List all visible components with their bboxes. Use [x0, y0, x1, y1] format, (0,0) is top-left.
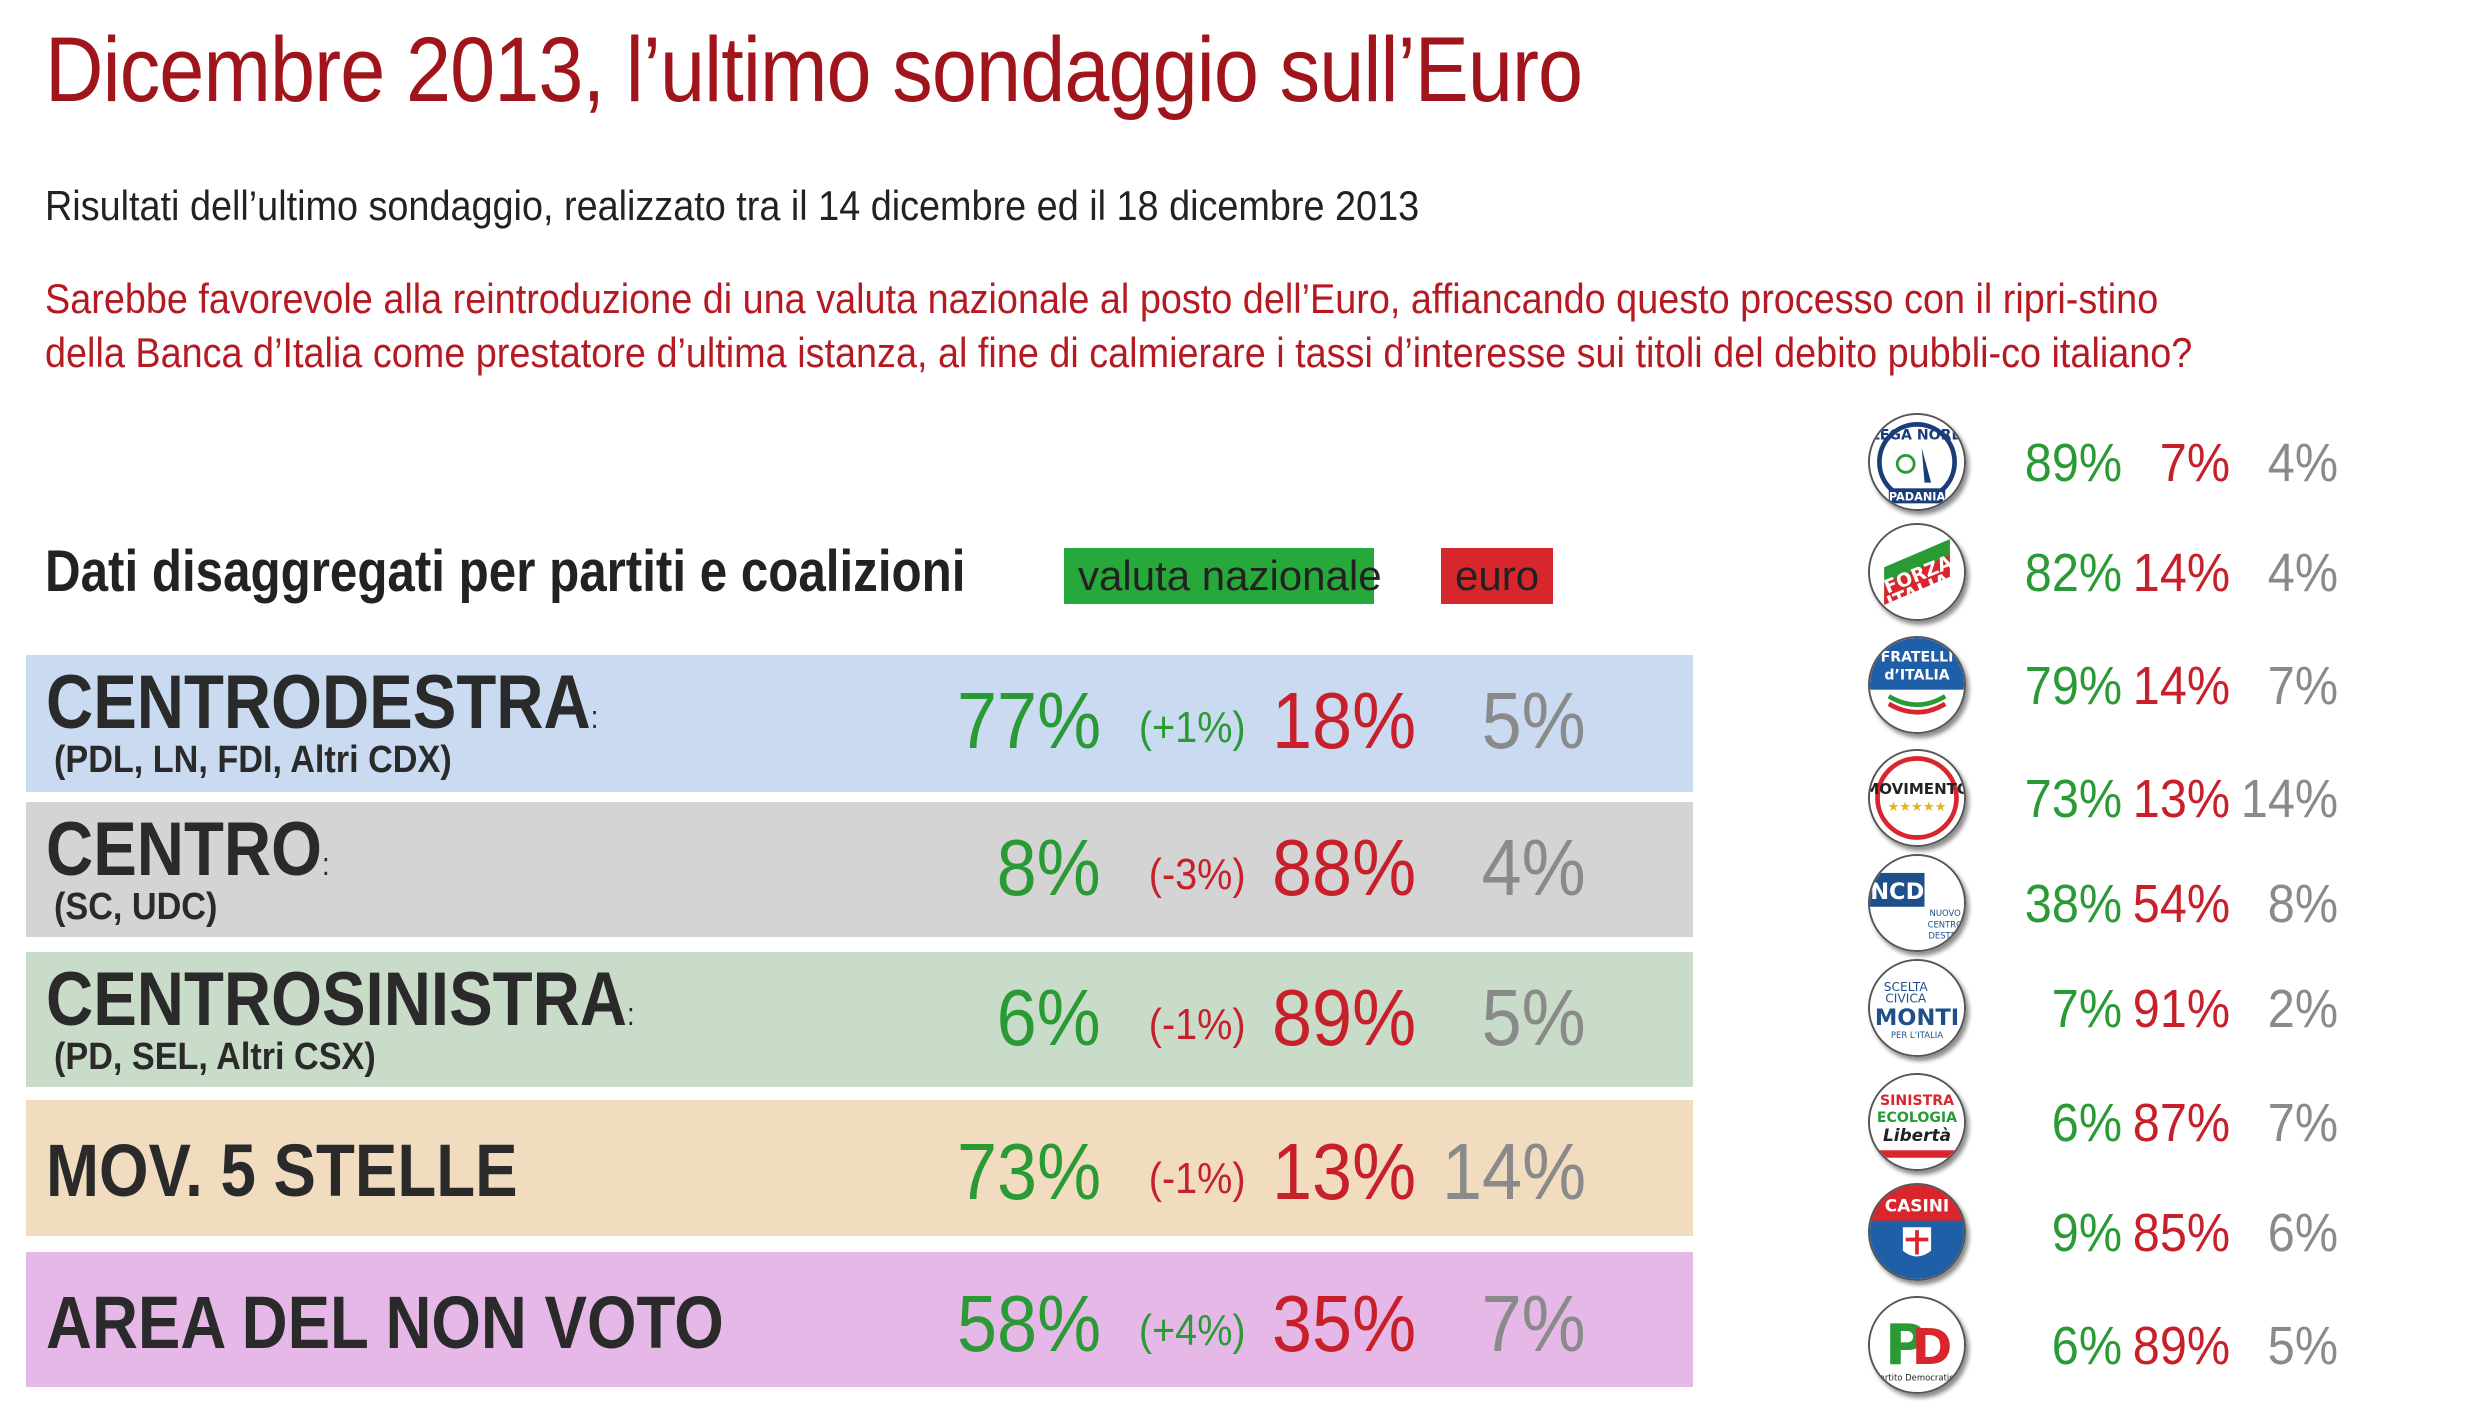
ncd-logo — [1868, 854, 1966, 952]
coalition-colon: : — [321, 846, 330, 882]
value-change: (-1%) — [1149, 1000, 1246, 1049]
survey-question: Sarebbe favorevole alla reintroduzione d… — [45, 275, 2193, 376]
party-value-euro: 85% — [2132, 1203, 2230, 1263]
value-change: (+1%) — [1139, 703, 1246, 752]
lega-nord-logo — [1868, 413, 1966, 511]
coalition-colon: : — [626, 996, 635, 1032]
party-value-other: 7% — [2267, 1093, 2338, 1153]
value-euro: 18% — [1271, 676, 1416, 765]
value-other: 7% — [1481, 1279, 1586, 1368]
coalition-row: MOV. 5 STELLE 73% (-1%) 13% 14% — [26, 1100, 1693, 1236]
coalition-name-text: CENTROSINISTRA — [46, 957, 627, 1042]
coalition-name: AREA DEL NON VOTO — [46, 1280, 724, 1365]
coalition-parties: (PDL, LN, FDI, Altri CDX) — [54, 739, 452, 781]
value-other: 4% — [1481, 823, 1586, 912]
fratelli-italia-logo — [1868, 636, 1966, 734]
sel-logo — [1868, 1073, 1966, 1171]
party-value-other: 2% — [2267, 979, 2338, 1039]
value-other: 5% — [1481, 973, 1586, 1062]
party-value-other: 7% — [2267, 656, 2338, 716]
page-subtitle: Risultati dell’ultimo sondaggio, realizz… — [45, 182, 1420, 229]
party-value-euro: 89% — [2132, 1316, 2230, 1376]
value-other: 5% — [1481, 676, 1586, 765]
party-value-euro: 14% — [2132, 543, 2230, 603]
pd-logo — [1868, 1296, 1966, 1394]
coalition-row: CENTROSINISTRA: (PD, SEL, Altri CSX) 6% (-1… — [26, 952, 1693, 1087]
udc-logo — [1868, 1183, 1966, 1281]
coalition-parties: (PD, SEL, Altri CSX) — [54, 1036, 376, 1078]
legend-green: valuta nazionale — [1064, 548, 1382, 604]
coalition-name-text: MOV. 5 STELLE — [46, 1129, 518, 1212]
party-value-nazionale: 89% — [2024, 433, 2122, 493]
value-euro: 89% — [1271, 973, 1416, 1062]
party-value-euro: 87% — [2132, 1093, 2230, 1153]
legend-red: euro — [1441, 548, 1553, 604]
value-nazionale: 8% — [996, 823, 1101, 912]
party-value-nazionale: 7% — [2051, 979, 2122, 1039]
movimento-5-stelle-logo — [1868, 749, 1966, 847]
section-title: Dati disaggregati per partiti e coalizio… — [45, 539, 966, 604]
party-value-nazionale: 9% — [2051, 1203, 2122, 1263]
party-value-nazionale: 79% — [2024, 656, 2122, 716]
party-value-nazionale: 6% — [2051, 1093, 2122, 1153]
value-change: (-1%) — [1149, 1154, 1246, 1203]
page-title: Dicembre 2013, l’ultimo sondaggio sull’E… — [45, 19, 1583, 121]
coalition-name-text: CENTRO — [46, 807, 322, 892]
coalition-name: CENTRODESTRA: — [46, 659, 598, 746]
value-euro: 35% — [1271, 1279, 1416, 1368]
party-value-nazionale: 82% — [2024, 543, 2122, 603]
scelta-civica-logo — [1868, 959, 1966, 1057]
value-nazionale: 58% — [956, 1279, 1101, 1368]
coalition-parties: (SC, UDC) — [54, 886, 218, 928]
coalition-name: MOV. 5 STELLE — [46, 1128, 518, 1213]
coalition-name-text: CENTRODESTRA — [46, 660, 591, 745]
value-other: 14% — [1441, 1127, 1586, 1216]
value-change: (+4%) — [1139, 1306, 1246, 1355]
party-value-nazionale: 38% — [2024, 874, 2122, 934]
coalition-name: CENTRO: — [46, 806, 330, 893]
party-value-nazionale: 73% — [2024, 769, 2122, 829]
value-euro: 13% — [1271, 1127, 1416, 1216]
value-nazionale: 77% — [956, 676, 1101, 765]
party-value-other: 8% — [2267, 874, 2338, 934]
value-nazionale: 73% — [956, 1127, 1101, 1216]
party-value-other: 6% — [2267, 1203, 2338, 1263]
value-euro: 88% — [1271, 823, 1416, 912]
coalition-row: CENTRODESTRA: (PDL, LN, FDI, Altri CDX) 77… — [26, 655, 1693, 792]
coalition-name: CENTROSINISTRA: — [46, 956, 635, 1043]
coalition-colon: : — [590, 699, 599, 735]
party-value-euro: 14% — [2132, 656, 2230, 716]
coalition-name-text: AREA DEL NON VOTO — [46, 1281, 724, 1364]
party-value-euro: 7% — [2159, 433, 2230, 493]
party-value-other: 4% — [2267, 543, 2338, 603]
party-value-euro: 54% — [2132, 874, 2230, 934]
party-value-euro: 91% — [2132, 979, 2230, 1039]
value-nazionale: 6% — [996, 973, 1101, 1062]
party-value-other: 5% — [2267, 1316, 2338, 1376]
coalition-row: CENTRO: (SC, UDC) 8% (-3%) 88% 4% — [26, 802, 1693, 937]
coalition-row: AREA DEL NON VOTO 58% (+4%) 35% 7% — [26, 1252, 1693, 1387]
forza-italia-logo — [1868, 523, 1966, 621]
value-change: (-3%) — [1149, 850, 1246, 899]
party-value-euro: 13% — [2132, 769, 2230, 829]
party-value-other: 14% — [2240, 769, 2338, 829]
party-value-nazionale: 6% — [2051, 1316, 2122, 1376]
party-value-other: 4% — [2267, 433, 2338, 493]
